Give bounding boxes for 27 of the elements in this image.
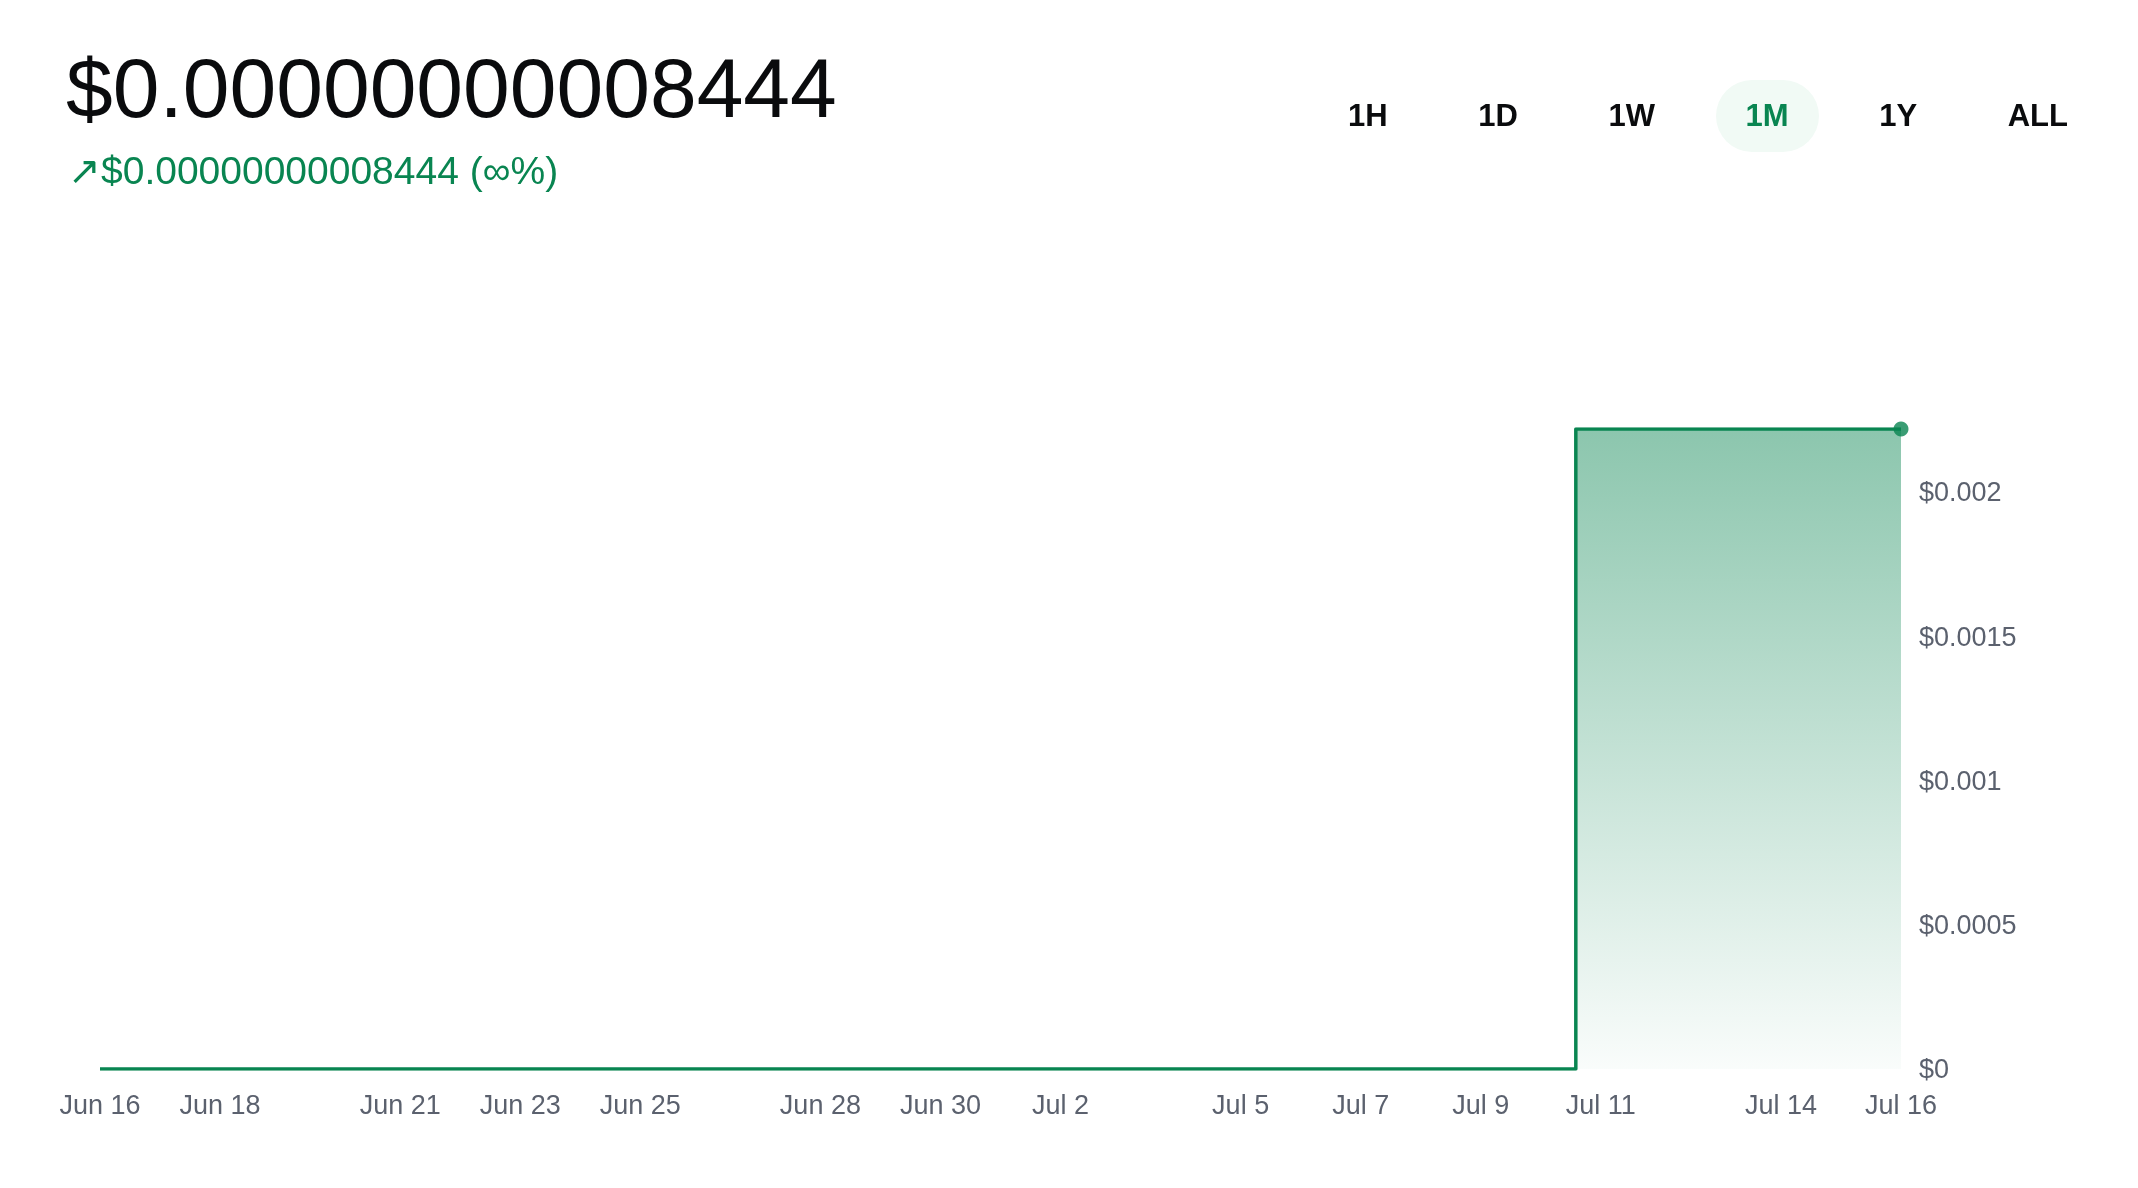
text: ALL	[2006, 97, 2069, 135]
x-tick-label: Jun 28	[779, 1089, 861, 1120]
x-tick-label: Jul 7	[1332, 1089, 1390, 1120]
y-tick-label: $0.0005	[1919, 909, 2017, 940]
x-tick-label: Jun 21	[359, 1089, 441, 1120]
text: 1H	[1347, 97, 1389, 135]
x-tick-label: Jul 11	[1565, 1089, 1636, 1120]
text: 1M	[1715, 80, 1819, 152]
y-tick-label: $0.0015	[1919, 621, 2017, 652]
x-tick-label: Jul 5	[1212, 1089, 1270, 1120]
x-tick-label: Jun 23	[479, 1089, 561, 1120]
text: 1Y	[1878, 97, 1919, 135]
x-tick-label: Jul 14	[1744, 1089, 1817, 1120]
y-tick-label: $0	[1919, 1054, 1950, 1084]
x-tick-label: Jun 25	[599, 1089, 681, 1120]
chart-subtitle: ↗$0.00000000008444 (∞%)	[68, 148, 559, 193]
x-tick-label: Jul 2	[1032, 1089, 1090, 1120]
text: 1W	[1607, 97, 1656, 135]
x-tick-label: Jun 18	[179, 1089, 261, 1120]
x-tick-label: Jun 30	[899, 1089, 982, 1120]
chart-title: $0.00000000008444	[66, 40, 837, 137]
y-tick-label: $0.002	[1919, 477, 2002, 508]
x-tick-label: Jun 16	[59, 1089, 141, 1120]
x-tick-label: Jul 16	[1864, 1089, 1938, 1120]
y-tick-label: $0.001	[1919, 765, 2002, 796]
text: 1D	[1477, 97, 1519, 135]
x-tick-label: Jul 9	[1452, 1089, 1510, 1120]
